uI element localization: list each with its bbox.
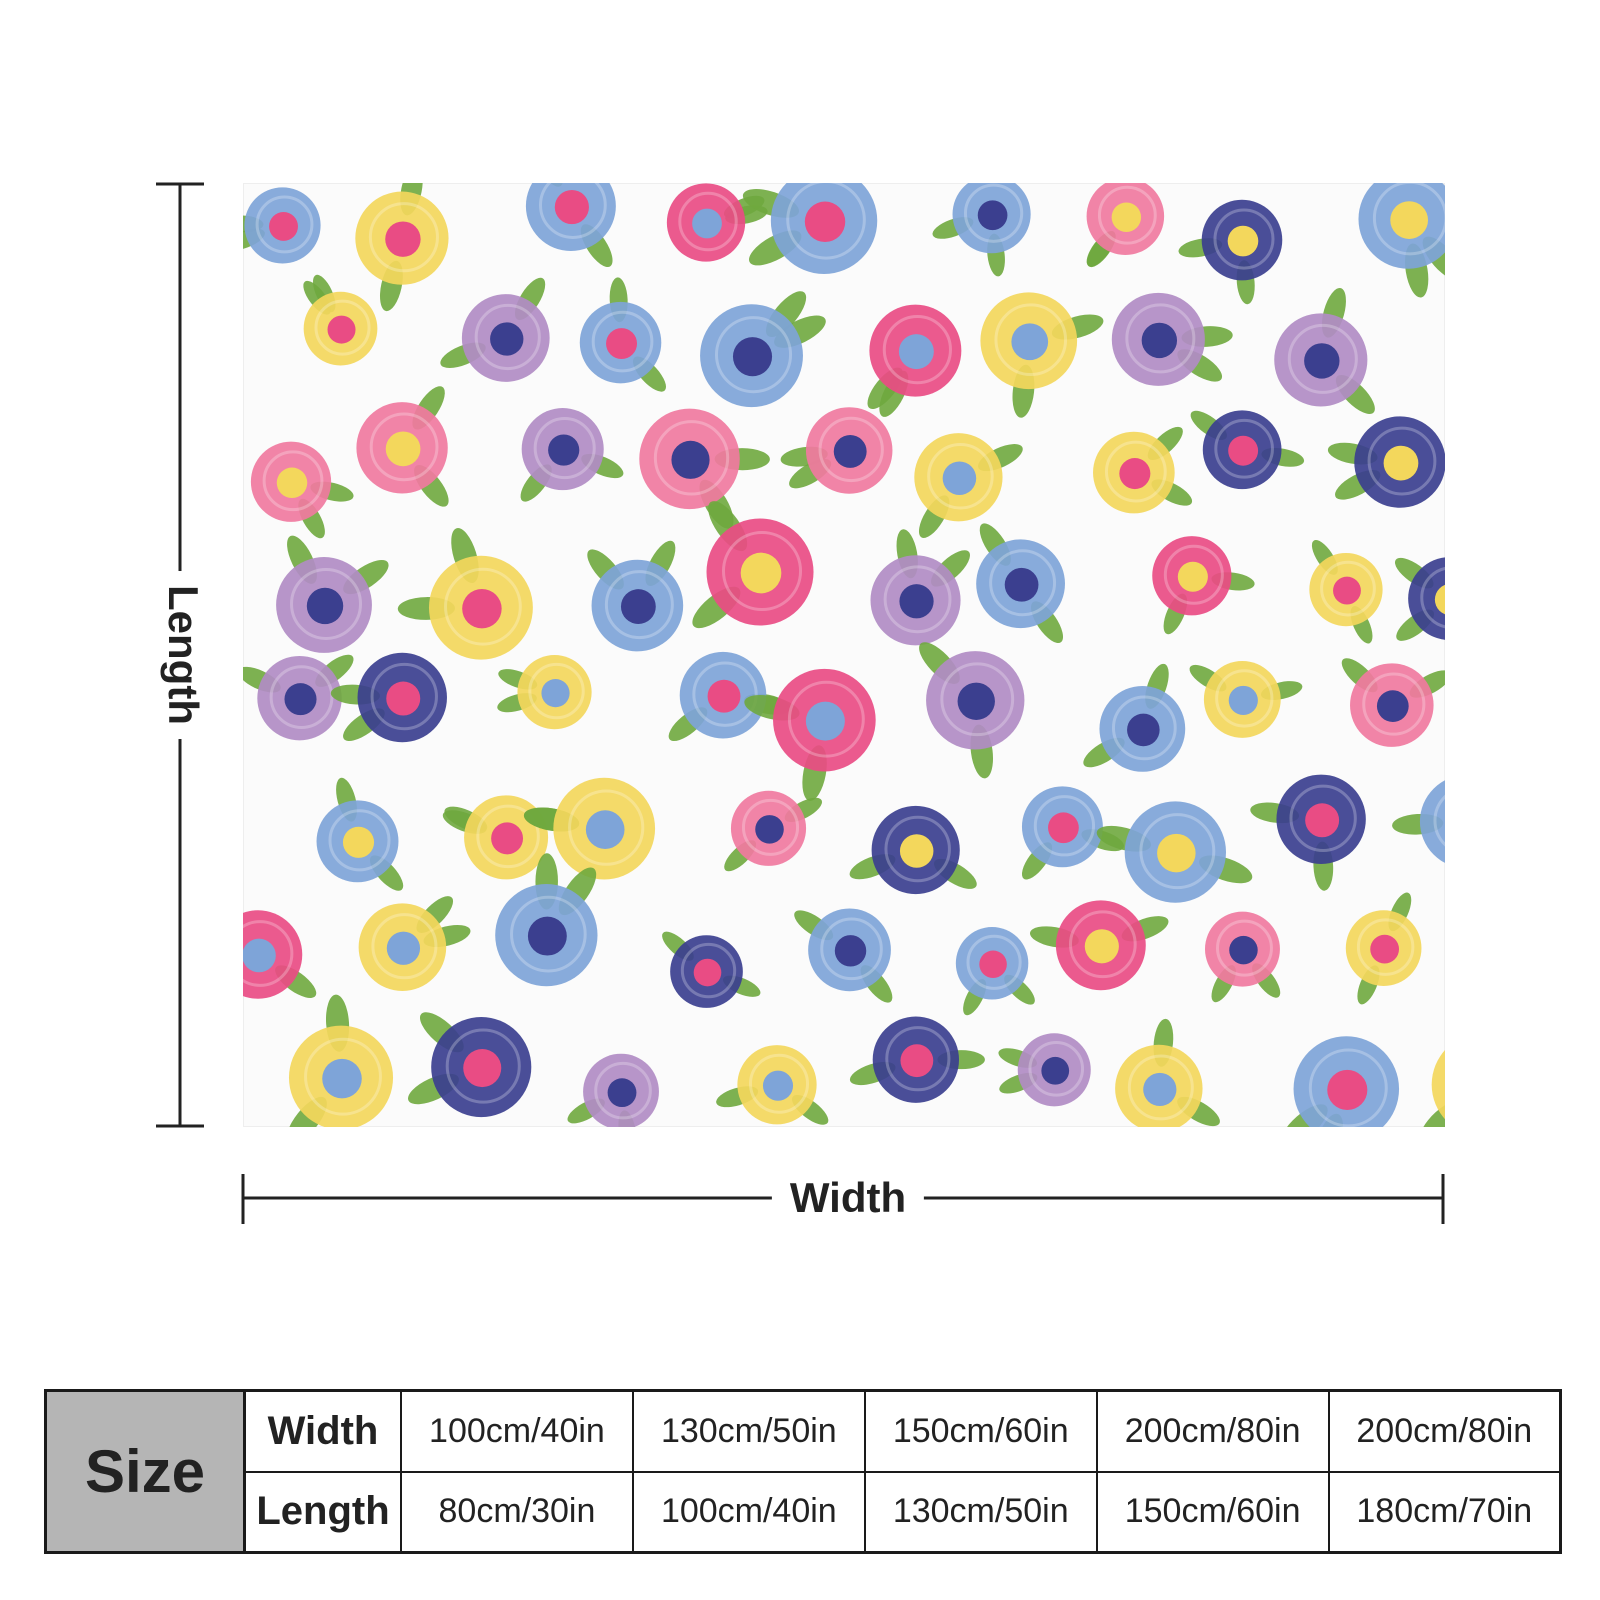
flower — [1420, 1050, 1445, 1127]
length-cell: 80cm/30in — [400, 1470, 634, 1554]
flower — [744, 668, 876, 801]
flower — [1345, 892, 1422, 1005]
flower — [932, 183, 1031, 277]
length-cell: 130cm/50in — [863, 1470, 1098, 1554]
flower — [408, 1012, 532, 1118]
flower — [1096, 801, 1253, 903]
size-table-row-width: Size Width 100cm/40in 130cm/50in 150cm/6… — [44, 1389, 1562, 1554]
flower — [442, 795, 549, 880]
flower — [1204, 911, 1281, 1003]
width-cell: 200cm/80in — [1095, 1389, 1330, 1473]
flower — [358, 896, 471, 991]
length-cell: 150cm/60in — [1095, 1470, 1330, 1554]
flower — [980, 292, 1104, 418]
flower — [1152, 536, 1255, 635]
flower — [495, 853, 598, 987]
flower — [1327, 416, 1445, 508]
size-header: Size — [44, 1389, 246, 1554]
size-table: Size Width 100cm/40in 130cm/50in 150cm/6… — [44, 1389, 1562, 1554]
flower — [243, 904, 317, 999]
flower — [1029, 900, 1169, 991]
flower — [525, 183, 616, 268]
width-cell: 130cm/50in — [631, 1389, 866, 1473]
flower — [330, 652, 447, 743]
flower — [1083, 663, 1186, 772]
flower — [316, 777, 404, 891]
flower — [780, 407, 893, 494]
flower — [692, 501, 814, 629]
flower — [1392, 780, 1445, 863]
flower — [523, 777, 656, 880]
flower — [1190, 410, 1305, 490]
row-label-width: Width — [243, 1389, 402, 1473]
flower — [397, 527, 533, 660]
flower — [662, 931, 761, 1008]
flower — [870, 529, 970, 646]
flower — [243, 654, 354, 741]
width-label: Width — [771, 1177, 925, 1219]
length-cell: 100cm/40in — [631, 1470, 866, 1554]
flower — [243, 187, 321, 264]
flower — [794, 908, 893, 1003]
flower — [520, 408, 624, 502]
flower — [1274, 287, 1375, 415]
flower — [724, 790, 823, 872]
flower — [700, 291, 826, 408]
flower — [849, 805, 977, 895]
flower — [497, 655, 592, 730]
flower — [1093, 426, 1193, 514]
flower — [1281, 1036, 1400, 1127]
flower — [1178, 199, 1283, 305]
flower — [1086, 183, 1165, 268]
row-label-length: Length — [243, 1470, 402, 1554]
leaf — [1420, 1100, 1445, 1127]
flower — [440, 277, 550, 382]
length-label: Length — [160, 571, 207, 739]
flower — [1358, 183, 1445, 298]
flower — [955, 927, 1035, 1016]
flower — [998, 1033, 1091, 1107]
size-table-row-length: Length 80cm/30in 100cm/40in 130cm/50in 1… — [46, 1470, 1562, 1554]
flower — [579, 277, 667, 392]
flower — [914, 433, 1023, 538]
length-cell: 180cm/70in — [1327, 1470, 1562, 1554]
flower — [976, 523, 1065, 644]
floral-pattern — [243, 183, 1445, 1127]
flower — [355, 183, 449, 312]
flower — [716, 1045, 829, 1125]
flower — [250, 441, 354, 539]
flower — [1341, 658, 1445, 747]
flower — [587, 540, 684, 652]
flower — [1111, 292, 1233, 386]
flower — [919, 642, 1025, 779]
width-cell: 150cm/60in — [863, 1389, 1098, 1473]
flower — [1115, 1018, 1220, 1127]
flower — [849, 1016, 985, 1103]
flower — [639, 408, 770, 529]
flower — [1189, 661, 1303, 738]
flower — [1250, 774, 1366, 891]
width-cell: 200cm/80in — [1327, 1389, 1562, 1473]
flower — [356, 386, 449, 507]
flower — [1394, 557, 1445, 641]
width-cell: 100cm/40in — [400, 1389, 634, 1473]
flower — [303, 274, 378, 366]
flower — [276, 535, 389, 653]
flower — [867, 304, 962, 417]
flower — [567, 1053, 659, 1127]
blanket-floral-image — [243, 183, 1445, 1127]
flower — [286, 994, 394, 1127]
flower — [1309, 540, 1383, 644]
flower — [742, 183, 878, 274]
